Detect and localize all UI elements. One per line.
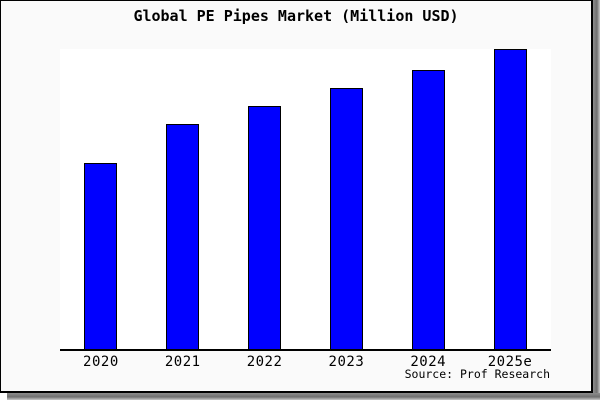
x-tick-2020: 2020 (83, 354, 119, 370)
x-tick-2021: 2021 (164, 354, 201, 370)
source-note: Source: Prof Research (404, 367, 550, 381)
plot-area (60, 49, 551, 351)
bars-container (60, 49, 551, 349)
x-tick-2023: 2023 (328, 354, 365, 370)
bar-slot-2025e (469, 49, 551, 349)
bar-2024 (411, 70, 445, 349)
chart-frame: Global PE Pipes Market (Million USD) 202… (0, 0, 593, 393)
bar-2022 (248, 106, 282, 349)
bar-slot-2024 (387, 49, 469, 349)
drop-shadow-bottom (7, 393, 600, 400)
x-tick-2024: 2024 (410, 354, 447, 370)
bar-2025e (493, 49, 527, 349)
bar-slot-2020 (60, 49, 142, 349)
bar-slot-2023 (305, 49, 387, 349)
chart-title: Global PE Pipes Market (Million USD) (133, 7, 459, 25)
x-tick-2022: 2022 (246, 354, 283, 370)
x-axis-tick-labels: 2020 2021 2022 2023 2024 2025e (60, 354, 551, 370)
drop-shadow-right (593, 0, 600, 400)
bar-slot-2021 (142, 49, 224, 349)
x-tick-2025e: 2025e (487, 354, 533, 370)
bar-2023 (329, 88, 363, 349)
bar-2021 (166, 124, 200, 349)
bar-slot-2022 (224, 49, 306, 349)
bar-2020 (84, 163, 118, 349)
